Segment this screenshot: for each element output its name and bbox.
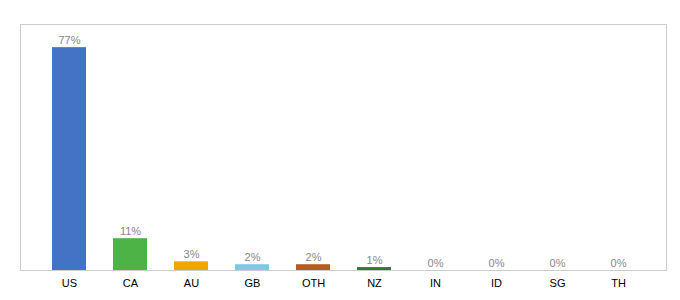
svg-text:77%: 77% xyxy=(58,34,80,46)
svg-text:GB: GB xyxy=(245,277,261,289)
svg-text:0%: 0% xyxy=(489,257,505,269)
svg-text:1%: 1% xyxy=(367,254,383,266)
svg-text:US: US xyxy=(62,277,77,289)
svg-text:TH: TH xyxy=(611,277,626,289)
svg-text:AU: AU xyxy=(184,277,199,289)
svg-text:3%: 3% xyxy=(184,248,200,260)
svg-text:0%: 0% xyxy=(550,257,566,269)
svg-text:0%: 0% xyxy=(611,257,627,269)
svg-text:IN: IN xyxy=(430,277,441,289)
svg-text:SG: SG xyxy=(550,277,566,289)
svg-text:2%: 2% xyxy=(306,251,322,263)
svg-text:CA: CA xyxy=(123,277,139,289)
svg-text:2%: 2% xyxy=(245,251,261,263)
svg-text:11%: 11% xyxy=(120,225,141,237)
svg-text:0%: 0% xyxy=(428,257,444,269)
svg-text:ID: ID xyxy=(491,277,502,289)
svg-text:NZ: NZ xyxy=(367,277,382,289)
svg-text:OTH: OTH xyxy=(302,277,325,289)
